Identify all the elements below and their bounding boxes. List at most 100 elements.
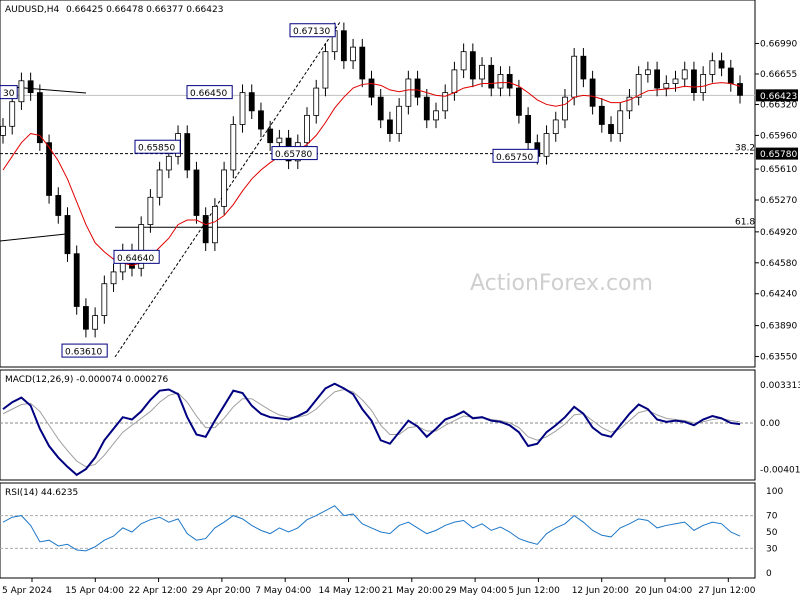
rsi-y-tick-label: 50 xyxy=(766,528,778,538)
price-annotation-label: 0.66450 xyxy=(190,89,227,99)
price-annotation-box xyxy=(61,343,108,358)
candle-body xyxy=(543,133,550,157)
price-annotation-label: 30 xyxy=(3,89,15,99)
candle-body xyxy=(423,96,430,121)
rsi-y-tick-label: 100 xyxy=(766,487,783,497)
macd-header: MACD(12,26,9) -0.000074 0.000276 xyxy=(5,375,168,385)
candle-body xyxy=(469,51,476,80)
current-price-tag-label: 0.66423 xyxy=(760,92,797,102)
candle-body xyxy=(239,92,246,125)
x-tick-label: 5 Jun 12:00 xyxy=(508,586,560,596)
candle-body xyxy=(36,92,43,144)
candle-body xyxy=(497,74,504,89)
candle-body xyxy=(451,69,458,94)
price-y-tick-label: 0.65960 xyxy=(760,131,797,141)
candle-body xyxy=(92,315,99,330)
price-annotation-label: 0.64640 xyxy=(117,254,154,264)
candle-body xyxy=(368,78,375,98)
price-annotation-box xyxy=(289,23,336,38)
candle-body xyxy=(258,110,264,130)
candle-body xyxy=(83,306,89,330)
candle-body xyxy=(304,114,310,144)
level-price-tag xyxy=(756,147,798,160)
x-tick-label: 5 Apr 2024 xyxy=(2,586,52,596)
price-annotation-box xyxy=(492,148,539,163)
candle-body xyxy=(359,46,366,80)
candle-body xyxy=(571,55,578,98)
price-y-tick-label: 0.64240 xyxy=(760,290,797,300)
price-y-tick-label: 0.63550 xyxy=(760,353,797,363)
candle-body xyxy=(460,51,467,71)
price-y-tick-label: 0.64920 xyxy=(760,228,797,238)
candle-body xyxy=(552,119,559,134)
candle-body xyxy=(718,60,725,69)
candle-body xyxy=(709,60,716,75)
price-annotation-box xyxy=(271,146,318,161)
candle-body xyxy=(9,101,16,127)
x-tick-label: 7 May 04:00 xyxy=(255,586,311,596)
price-annotation-box xyxy=(186,85,233,100)
candle-body xyxy=(635,74,642,98)
candle-body xyxy=(46,142,52,196)
trendline-lower-left xyxy=(0,233,67,242)
price-header-ohlc: 0.66425 0.66478 0.66377 0.66423 xyxy=(66,5,223,15)
price-header-symbol: AUDUSD,H4 xyxy=(5,5,60,15)
candle-body xyxy=(248,92,255,112)
price-y-tick-label: 0.66990 xyxy=(760,39,797,49)
candle-body xyxy=(727,67,734,84)
candle-body xyxy=(414,78,421,98)
fib-level-label: 38.2 xyxy=(735,144,755,154)
watermark: ActionForex.com xyxy=(470,271,653,296)
price-annotation-label: 0.65850 xyxy=(138,144,175,154)
price-annotation-label: 0.63610 xyxy=(65,348,102,358)
candle-body xyxy=(617,110,624,134)
candle-body xyxy=(267,128,274,144)
candle-body xyxy=(156,169,163,198)
candle-body xyxy=(479,64,485,80)
candle-body xyxy=(672,78,679,84)
rsi-y-tick-label: 30 xyxy=(766,544,778,554)
candle-body xyxy=(377,96,384,121)
candle-body xyxy=(184,133,191,171)
candle-body xyxy=(589,78,596,107)
x-tick-label: 20 Jun 04:00 xyxy=(635,586,692,596)
candle-body xyxy=(396,105,403,134)
candle-body xyxy=(211,205,218,244)
macd-line xyxy=(2,382,741,477)
candle-body xyxy=(737,83,743,96)
fib-level-label: 61.8 xyxy=(735,217,755,227)
x-tick-label: 14 May 12:00 xyxy=(319,586,381,596)
candle-body xyxy=(165,155,172,171)
x-tick-label: 29 Apr 20:00 xyxy=(192,586,251,596)
candle-body xyxy=(230,124,237,171)
candle-body xyxy=(313,87,320,116)
current-price-tag xyxy=(756,89,798,102)
price-panel-frame xyxy=(0,0,756,368)
candle-body xyxy=(110,271,117,285)
candle-body xyxy=(681,69,688,80)
price-y-tick-label: 0.64580 xyxy=(760,259,797,269)
candle-body xyxy=(562,96,568,121)
candle-body xyxy=(405,78,412,107)
candle-body xyxy=(433,110,439,121)
candle-body xyxy=(64,215,71,255)
x-tick-label: 22 Apr 12:00 xyxy=(129,586,188,596)
candle-body xyxy=(322,51,329,89)
candle-body xyxy=(691,69,697,94)
candle-body xyxy=(340,30,347,62)
candle-body xyxy=(644,69,651,75)
rsi-y-tick-label: 0 xyxy=(766,569,772,579)
x-tick-label: 27 Jun 12:00 xyxy=(698,586,755,596)
candle-body xyxy=(525,114,532,144)
candle-body xyxy=(663,83,670,89)
candle-body xyxy=(608,124,614,134)
candle-body xyxy=(0,125,6,136)
macd-y-tick-label: 0.003313 xyxy=(760,381,800,391)
price-y-tick-label: 0.66320 xyxy=(760,100,797,110)
candle-body xyxy=(276,137,283,144)
price-annotation-box xyxy=(113,249,160,264)
candle-body xyxy=(516,87,522,116)
price-y-tick-label: 0.66655 xyxy=(760,70,797,80)
price-y-tick-label: 0.65610 xyxy=(760,165,797,175)
